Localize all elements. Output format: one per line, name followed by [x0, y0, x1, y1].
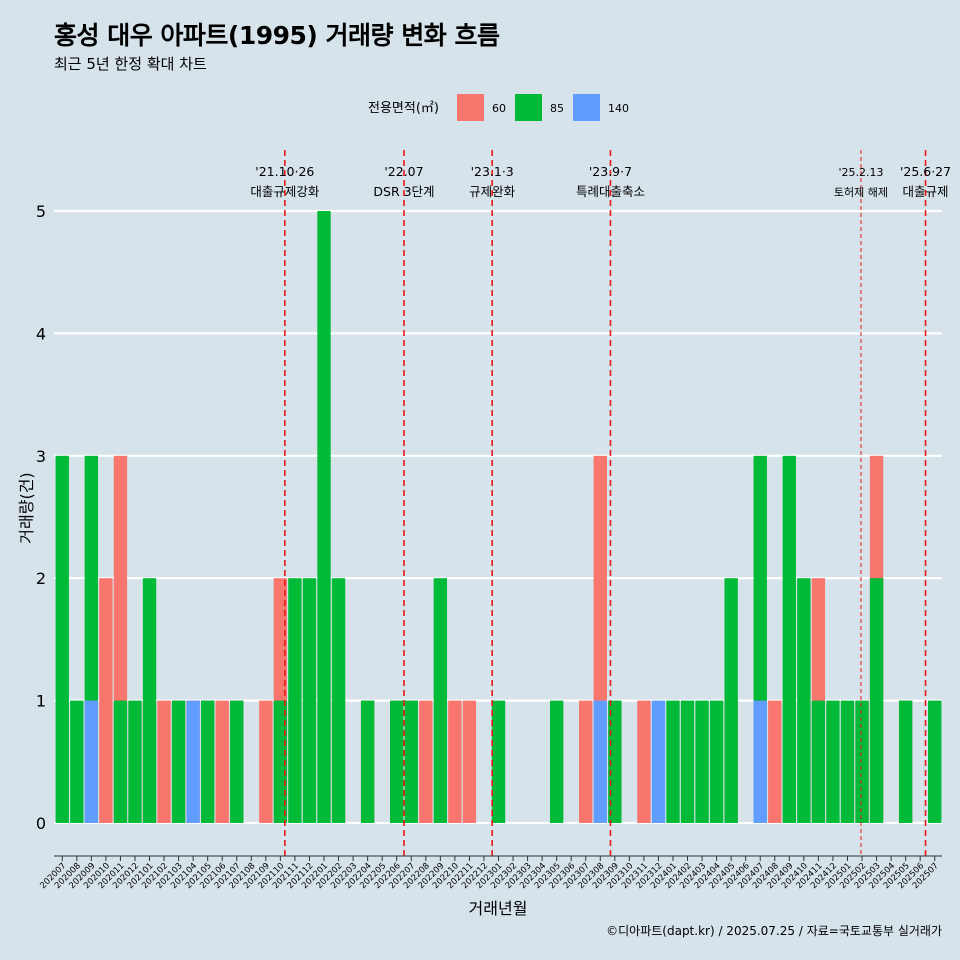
event-lines — [284, 150, 927, 856]
bar-60-202408 — [768, 700, 782, 823]
bar-85-202201 — [317, 211, 331, 823]
chart-subtitle: 최근 5년 한정 확대 차트 — [54, 55, 207, 73]
bar-60-202307 — [579, 700, 593, 823]
y-tick-label: 0 — [36, 814, 46, 833]
bar-85-202401 — [666, 700, 680, 823]
bar-85-202202 — [331, 578, 346, 823]
event-date-label: '25.6·27 — [900, 164, 951, 179]
event-name-label: 규제완화 — [469, 184, 516, 199]
y-tick-labels: 0 1 2 3 4 5 — [36, 202, 46, 833]
y-tick-label: 1 — [36, 692, 46, 711]
source-footer: ©디아파트(dapt.kr) / 2025.07.25 / 자료=국토교통부 실… — [606, 924, 942, 938]
bar-85-202305 — [549, 700, 564, 823]
event-labels: '21.10·26 대출규제강화 '22.07 DSR 3단계 '23.1·3 규제완화 '… — [250, 164, 951, 199]
bars — [55, 211, 942, 823]
bar-85-202309 — [608, 700, 622, 823]
bar-85-202209 — [433, 578, 448, 823]
legend-label-85: 85 — [550, 102, 564, 115]
bar-85-202410 — [797, 578, 811, 823]
bar-85-202501 — [840, 700, 855, 823]
bar-60-202102 — [157, 700, 171, 823]
x-axis-label: 거래년월 — [469, 899, 528, 918]
event-date-label: '23.1·3 — [471, 164, 514, 179]
bar-140-202104 — [186, 700, 200, 823]
bar-85-202204 — [360, 700, 375, 823]
bar-85-202012 — [128, 700, 142, 823]
bar-85-202111 — [288, 578, 302, 823]
bar-60-202010 — [99, 578, 113, 823]
bar-85-202412 — [826, 700, 840, 823]
bar-60-202208 — [419, 700, 433, 823]
bar-85-202105 — [200, 700, 215, 823]
bar-85-202403 — [695, 700, 709, 823]
event-name-label: 특례대출축소 — [576, 184, 645, 199]
bar-85-202507 — [928, 700, 942, 823]
y-axis-label: 거래량(건) — [17, 472, 36, 543]
bar-85-202503 — [869, 578, 884, 823]
bar-85-202207 — [404, 700, 418, 823]
y-tick-label: 5 — [36, 202, 46, 221]
event-date-label: '23.9·7 — [589, 164, 632, 179]
event-date-label: '22.07 — [384, 164, 423, 179]
legend-label-60: 60 — [492, 102, 506, 115]
bar-60-202109 — [259, 700, 273, 823]
bar-85-202107 — [230, 700, 244, 823]
bar-85-202502 — [855, 700, 869, 823]
chart-title: 홍성 대우 아파트(1995) 거래량 변화 흐름 — [54, 21, 500, 50]
bar-85-202008 — [70, 700, 84, 823]
bar-140-202308 — [593, 700, 607, 823]
event-name-label: DSR 3단계 — [373, 184, 434, 199]
legend-swatch-140 — [573, 94, 600, 121]
legend: 전용면적(㎡) 60 85 140 — [368, 94, 629, 121]
bar-85-202112 — [302, 578, 317, 823]
legend-swatch-60 — [457, 94, 484, 121]
y-tick-label: 3 — [36, 447, 46, 466]
y-tick-label: 4 — [36, 324, 46, 343]
bar-85-202405 — [724, 578, 738, 823]
event-name-label: 대출규제 — [903, 184, 949, 199]
bar-85-202301 — [491, 700, 506, 823]
bar-85-202402 — [680, 700, 695, 823]
legend-title: 전용면적(㎡) — [368, 101, 439, 116]
legend-swatch-85 — [515, 94, 542, 121]
bar-60-202210 — [448, 700, 462, 823]
bar-140-202312 — [651, 700, 666, 823]
bar-85-202103 — [171, 700, 186, 823]
y-tick-label: 2 — [36, 569, 46, 588]
bar-85-202206 — [390, 700, 404, 823]
bar-60-202311 — [637, 700, 651, 823]
legend-label-140: 140 — [608, 102, 629, 115]
bar-140-202009 — [84, 700, 99, 823]
bar-85-202101 — [142, 578, 157, 823]
bar-85-202411 — [811, 700, 826, 823]
bar-85-202404 — [709, 700, 724, 823]
bar-85-202011 — [113, 700, 128, 823]
x-axis: 2020072020082020092020102020112020122021… — [38, 855, 942, 891]
bar-85-202409 — [782, 455, 797, 823]
event-date-label: '21.10·26 — [255, 164, 314, 179]
bar-60-202211 — [462, 700, 477, 823]
event-name-label: 토허제 해제 — [834, 185, 888, 199]
event-name-label: 대출규제강화 — [250, 184, 320, 199]
bar-85-202007 — [55, 455, 69, 823]
event-date-label: '25.2.13 — [838, 166, 883, 179]
bar-140-202407 — [753, 700, 767, 823]
bar-60-202106 — [215, 700, 229, 823]
bar-85-202110 — [273, 700, 288, 823]
bar-85-202505 — [898, 700, 913, 823]
